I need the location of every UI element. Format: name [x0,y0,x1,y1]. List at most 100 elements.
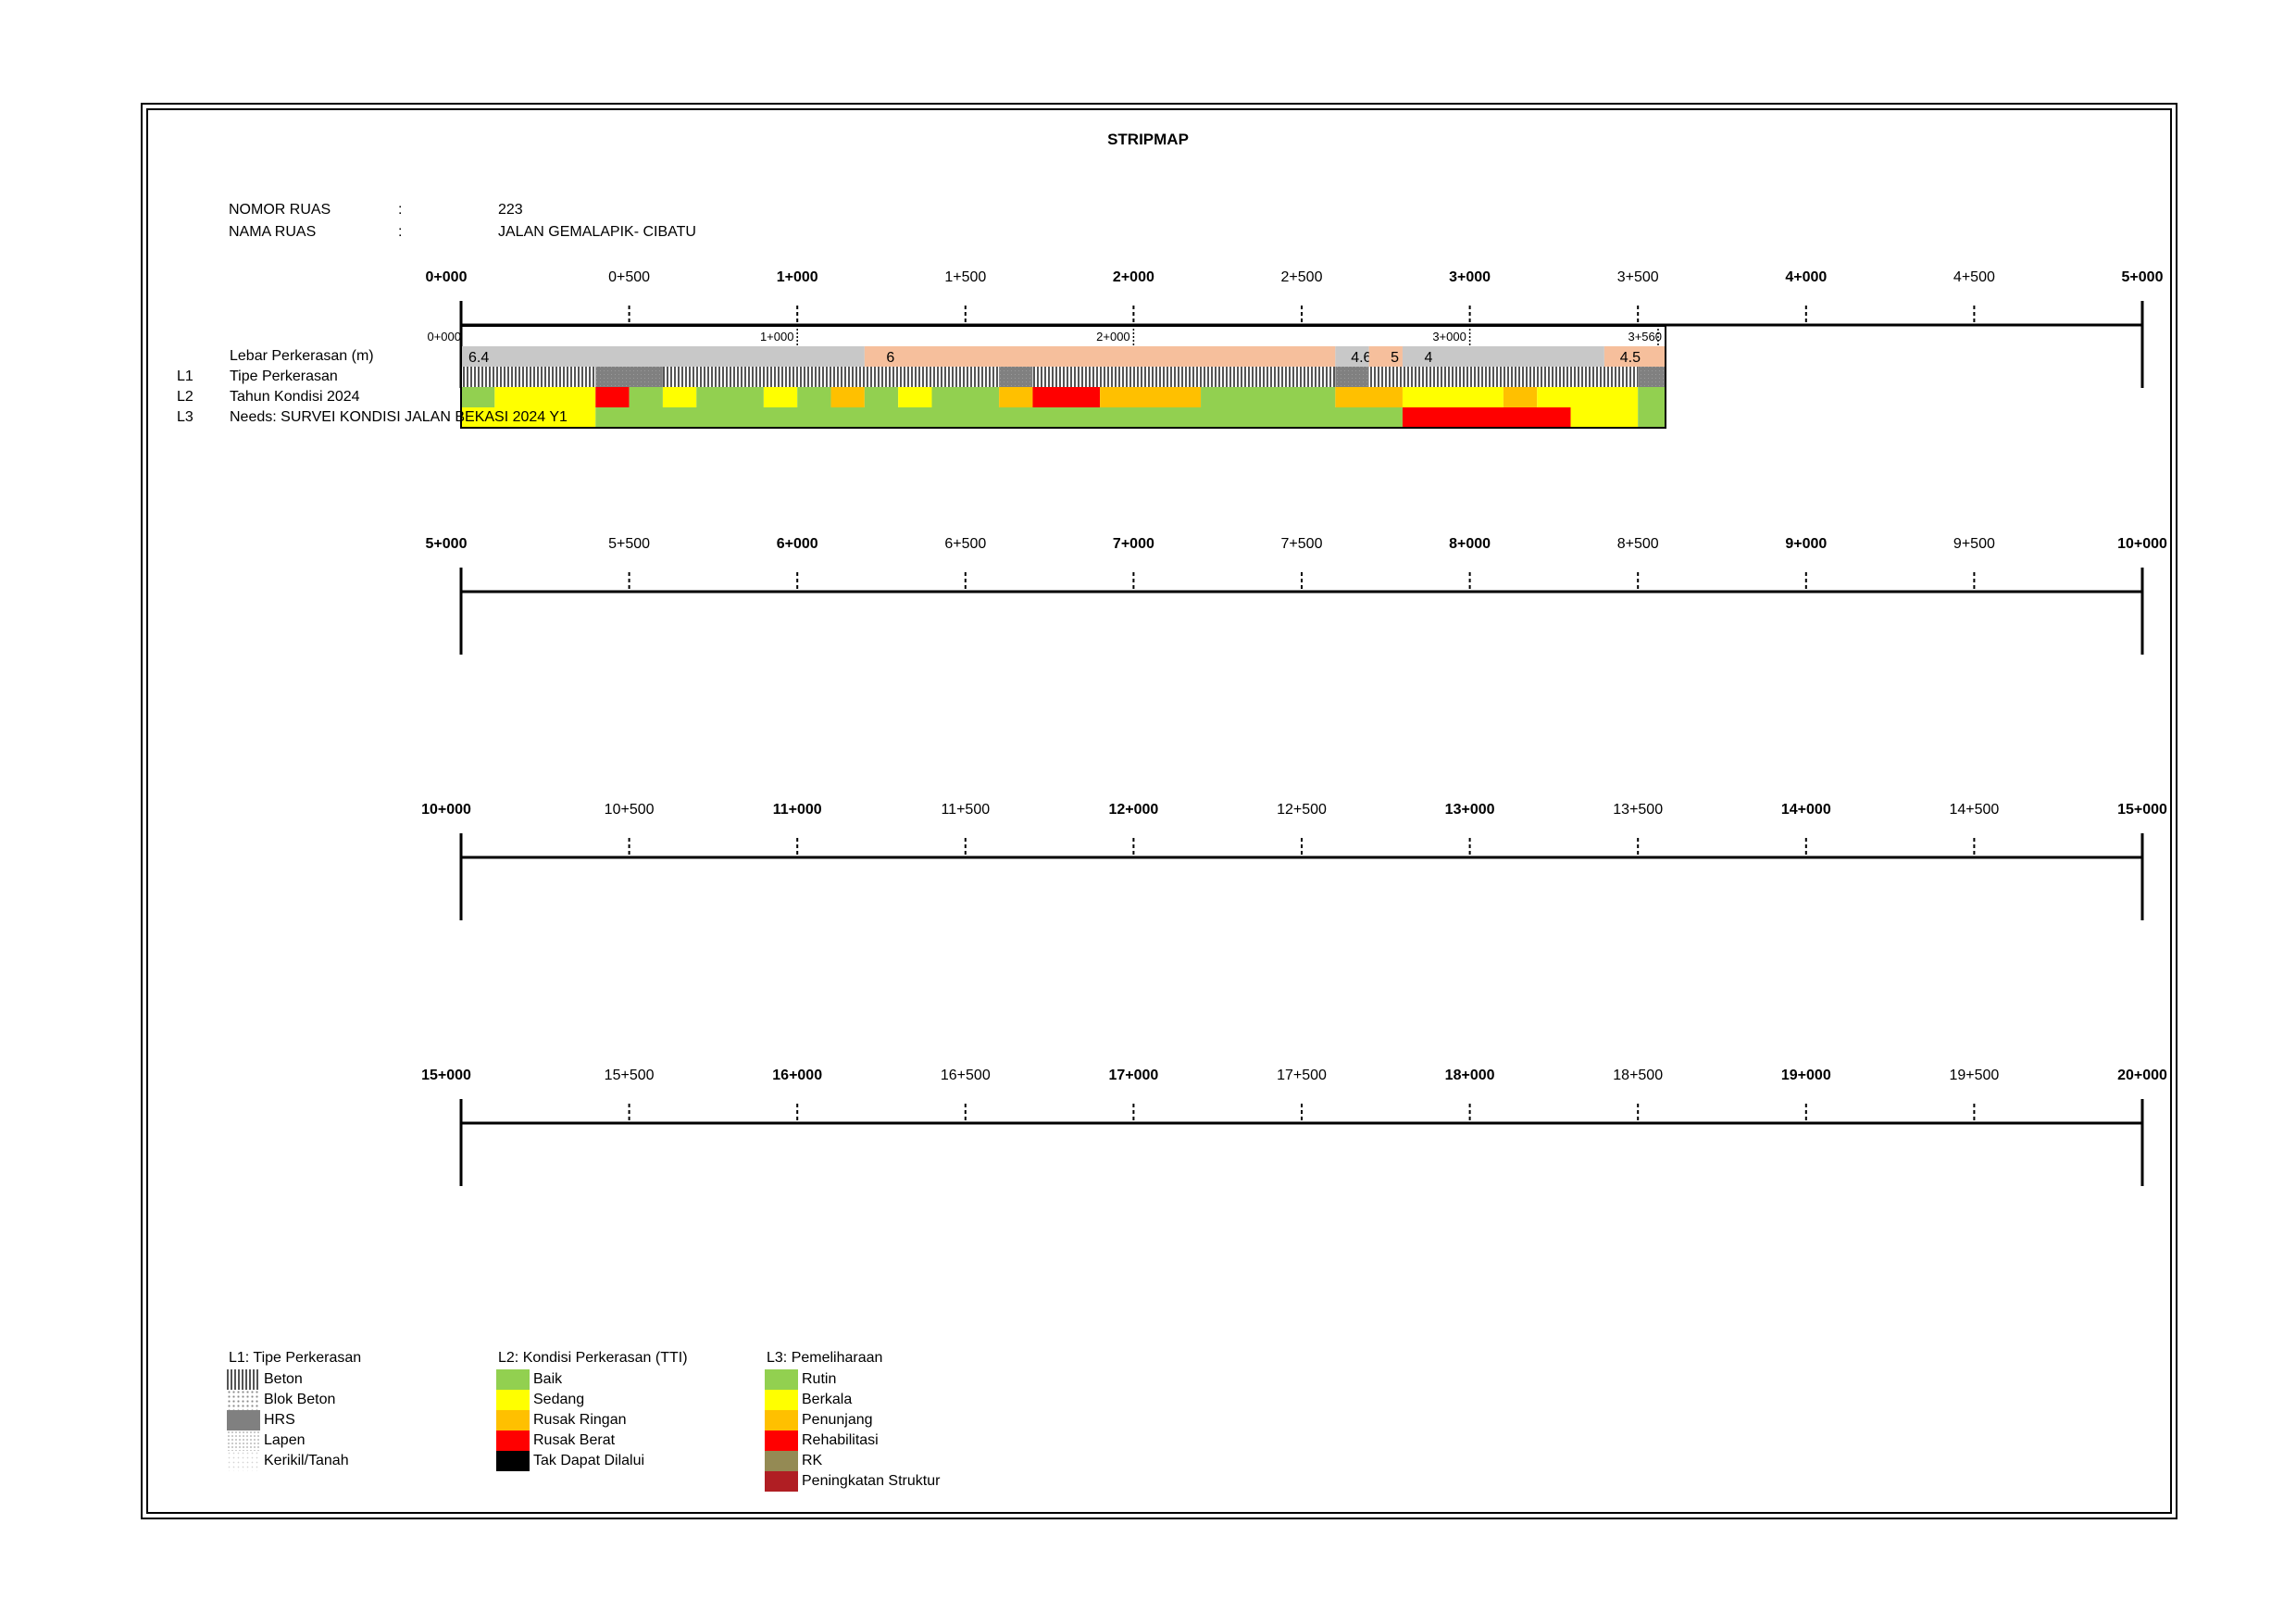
pavement-type-segment [1335,367,1369,387]
minor-tick-label: 19+500 [1949,1068,1999,1083]
pavement-type-segment [1368,367,1639,387]
legend-swatch [496,1410,530,1430]
major-tick-label: 4+000 [1785,269,1827,285]
l3-layer-label: Needs: SURVEI KONDISI JALAN BEKASI 2024 … [230,409,568,425]
road-layers: 0+000 1+000 2+000 3+000 3+560 6.4 6 4.6 5 4 4.5 [427,325,1666,429]
legend-swatch [496,1390,530,1410]
legend-swatch [765,1430,798,1451]
major-tick-label: 6+000 [777,536,818,552]
width-layer-label: Lebar Perkerasan (m) [230,348,374,364]
condition-segment [864,387,899,407]
legend-item: Lapen [227,1430,306,1451]
major-tick-label: 7+000 [1113,536,1154,552]
major-tick-label: 10+000 [2117,536,2167,552]
legend-item: Rutin [765,1369,836,1390]
condition-segment [1503,387,1538,407]
width-value: 4.6 [1351,350,1371,366]
condition-segment [1402,387,1504,407]
legend-item: Penunjang [765,1410,873,1430]
nomor-ruas-label: NOMOR RUAS [229,202,331,218]
l1-layer-label: Tipe Perkerasan [230,369,338,384]
needs-segment [461,407,596,428]
legend-item: Rusak Berat [496,1430,615,1451]
condition-segment [662,387,697,407]
legend-swatch [496,1369,530,1390]
segment-tick-label: 1+000 [760,330,794,344]
needs-segment [595,407,1403,428]
major-tick-label: 12+000 [1108,802,1158,818]
width-value: 6 [886,350,894,366]
minor-tick-label: 17+500 [1277,1068,1327,1083]
minor-tick-label: 18+500 [1613,1068,1663,1083]
condition-segment [595,387,630,407]
condition-segment [1201,387,1336,407]
legend-swatch [765,1451,798,1471]
pavement-type-segment [461,367,596,387]
major-tick-label: 19+000 [1781,1068,1831,1083]
width-segment [1335,346,1369,367]
legend-item: Beton [227,1369,303,1390]
condition-segment [1032,387,1101,407]
legend-label: Rusak Ringan [533,1412,627,1428]
needs-segment [1570,407,1639,428]
width-value: 4.5 [1620,350,1641,366]
pavement-type-segment [1638,367,1666,387]
legend-swatch [496,1451,530,1471]
condition-segment [830,387,865,407]
pavement-type-segment [1032,367,1336,387]
width-segment [1603,346,1666,367]
pavement-type-segment [595,367,663,387]
condition-segment [494,387,596,407]
legend-item: Sedang [496,1390,584,1410]
condition-segment [461,387,495,407]
legend-item: Rehabilitasi [765,1430,879,1451]
legend-item: Peningkatan Struktur [765,1471,940,1492]
legend-swatch [227,1369,260,1390]
legend-l2-title: L2: Kondisi Perkerasan (TTI) [498,1350,688,1366]
major-tick-label: 16+000 [772,1068,822,1083]
legend-item: Tak Dapat Dilalui [496,1451,644,1471]
legend-swatch [227,1410,260,1430]
minor-tick-label: 9+500 [1953,536,1995,552]
legend-l3-title: L3: Pemeliharaan [767,1350,883,1366]
major-tick-label: 8+000 [1449,536,1491,552]
condition-segment [629,387,663,407]
legend-swatch [765,1410,798,1430]
minor-tick-label: 4+500 [1953,269,1995,285]
l2-layer-label: Tahun Kondisi 2024 [230,389,360,405]
major-tick-label: 11+000 [773,802,822,818]
nomor-ruas-separator: : [398,202,403,218]
major-tick-label: 20+000 [2117,1068,2167,1083]
segment-tick-label: 3+000 [1432,330,1466,344]
legend-item: Kerikil/Tanah [227,1451,349,1471]
axis-row-4: 15+000 16+000 17+000 18+000 19+000 20+000 15+5… [421,1068,2167,1186]
minor-tick-label: 15+500 [605,1068,655,1083]
legend-label: Rutin [802,1371,837,1387]
condition-segment [1638,387,1666,407]
minor-tick-label: 2+500 [1281,269,1323,285]
axis-row-2: 5+000 6+000 7+000 8+000 9+000 10+000 5+500 6+50… [426,536,2167,655]
minor-tick-label: 0+500 [608,269,650,285]
pavement-type-segment [662,367,1000,387]
major-tick-label: 2+000 [1113,269,1154,285]
major-tick-label: 10+000 [421,802,471,818]
legend-item: Baik [496,1369,562,1390]
legend-swatch [765,1471,798,1492]
legend-label: Berkala [802,1392,853,1407]
condition-segment [1537,387,1639,407]
legend-swatch [227,1451,260,1471]
legend-swatch [496,1430,530,1451]
minor-tick-label: 10+500 [605,802,655,818]
major-tick-label: 5+000 [2122,269,2164,285]
legend-swatch [227,1390,260,1410]
legend-swatch [765,1369,798,1390]
legend-swatch [227,1430,260,1451]
condition-segment [931,387,1000,407]
pavement-type-segment [999,367,1033,387]
segment-tick-label: 2+000 [1096,330,1130,344]
width-segment [1368,346,1403,367]
major-tick-label: 14+000 [1781,802,1831,818]
l2-code: L2 [177,389,193,405]
minor-tick-label: 3+500 [1617,269,1659,285]
major-tick-label: 5+000 [426,536,468,552]
